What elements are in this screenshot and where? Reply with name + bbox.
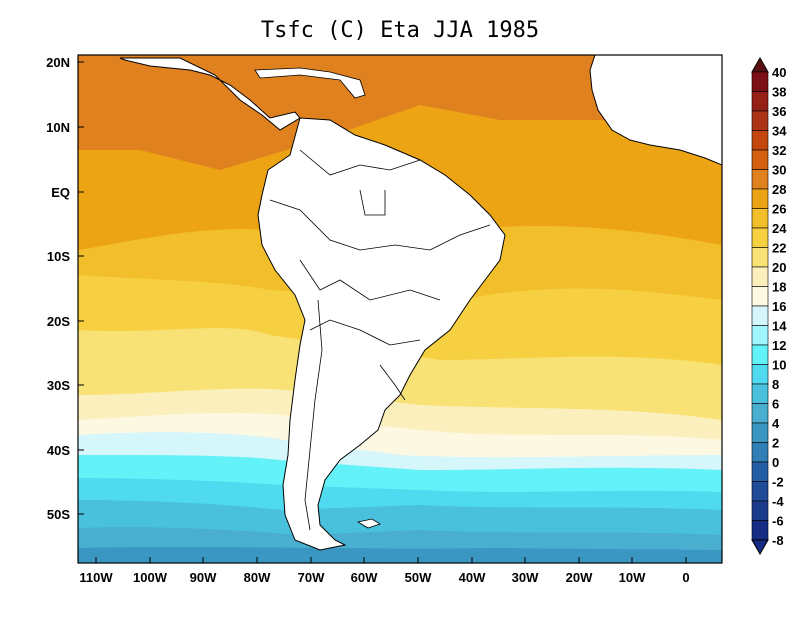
colorbar-swatch <box>751 383 769 404</box>
colorbar-swatch <box>751 364 769 385</box>
y-tick-label: 20S <box>47 314 70 329</box>
colorbar-swatch <box>751 266 769 287</box>
africa-land <box>589 55 722 166</box>
colorbar-swatch <box>751 325 769 346</box>
x-tick-label: 40W <box>459 570 486 585</box>
y-tick-label: 30S <box>47 378 70 393</box>
y-tick-label: 10N <box>46 120 70 135</box>
temperature-field <box>78 55 722 563</box>
y-tick-label: 10S <box>47 249 70 264</box>
y-tick-label: 50S <box>47 507 70 522</box>
colorbar-swatch <box>751 247 769 268</box>
x-tick-label: 100W <box>133 570 168 585</box>
falkland-islands <box>356 518 381 529</box>
colorbar-label: 32 <box>772 143 786 158</box>
colorbar-label: 40 <box>772 65 786 80</box>
colorbar-min-arrow <box>751 539 769 556</box>
colorbar-label: 12 <box>772 338 786 353</box>
y-axis: 20N 10N EQ 10S 20S 30S 40S 50S <box>46 55 84 522</box>
colorbar-swatch <box>751 500 769 521</box>
colorbar-swatch <box>751 227 769 248</box>
colorbar-label: 10 <box>772 358 786 373</box>
colorbar-label: 2 <box>772 436 779 451</box>
colorbar-label: 22 <box>772 241 786 256</box>
central-america-land <box>119 57 301 131</box>
colorbar-label: 0 <box>772 455 779 470</box>
colorbar-swatch <box>751 520 769 541</box>
colorbar-label: 4 <box>772 416 780 431</box>
x-tick-label: 30W <box>512 570 539 585</box>
colorbar-label: 6 <box>772 397 779 412</box>
y-tick-label: 40S <box>47 443 70 458</box>
x-tick-label: 70W <box>298 570 325 585</box>
colorbar-label: 28 <box>772 182 786 197</box>
colorbar-label: -4 <box>772 494 784 509</box>
colorbar-swatch <box>751 169 769 190</box>
colorbar-swatch <box>751 130 769 151</box>
colorbar-swatch <box>751 403 769 424</box>
colorbar-swatch <box>751 286 769 307</box>
colorbar-label: 14 <box>772 319 787 334</box>
map-title: Tsfc (C) Eta JJA 1985 <box>260 18 540 43</box>
colorbar-swatch <box>751 305 769 326</box>
colorbar-label: 18 <box>772 280 786 295</box>
colorbar-swatch <box>751 188 769 209</box>
x-tick-label: 60W <box>351 570 378 585</box>
colorbar-swatch <box>751 442 769 463</box>
land-masses <box>119 55 722 551</box>
y-tick-label: EQ <box>51 185 70 200</box>
colorbar-swatch <box>751 344 769 365</box>
caribbean-islands <box>254 67 366 99</box>
x-axis: 110W 100W 90W 80W 70W 60W 50W 40W 30W 20… <box>79 557 690 585</box>
colorbar-swatch <box>751 461 769 482</box>
colorbar-swatch <box>751 110 769 131</box>
colorbar-label: 24 <box>772 221 787 236</box>
x-tick-label: 0 <box>682 570 689 585</box>
south-america-land <box>257 117 506 551</box>
map-frame <box>77 54 723 564</box>
colorbar-swatch <box>751 481 769 502</box>
colorbar-label: -2 <box>772 475 784 490</box>
colorbar-swatch <box>751 422 769 443</box>
x-tick-label: 80W <box>244 570 271 585</box>
colorbar-swatch <box>751 91 769 112</box>
colorbar-swatch <box>751 149 769 170</box>
colorbar-label: 20 <box>772 260 786 275</box>
colorbar-label: -6 <box>772 514 784 529</box>
colorbar-label: -8 <box>772 533 784 548</box>
colorbar-label: 38 <box>772 85 786 100</box>
colorbar: 4038363432302826242220181614121086420-2-… <box>751 56 787 556</box>
x-tick-label: 110W <box>79 570 113 585</box>
colorbar-label: 16 <box>772 299 786 314</box>
colorbar-label: 26 <box>772 202 786 217</box>
colorbar-swatch <box>751 71 769 92</box>
colorbar-label: 34 <box>772 124 787 139</box>
colorbar-label: 36 <box>772 104 786 119</box>
colorbar-swatch <box>751 208 769 229</box>
x-tick-label: 10W <box>619 570 646 585</box>
y-tick-label: 20N <box>46 55 70 70</box>
colorbar-max-arrow <box>751 56 769 73</box>
x-tick-label: 90W <box>190 570 217 585</box>
country-borders <box>269 149 491 531</box>
colorbar-label: 8 <box>772 377 779 392</box>
colorbar-label: 30 <box>772 163 786 178</box>
x-tick-label: 20W <box>566 570 593 585</box>
x-tick-label: 50W <box>405 570 432 585</box>
